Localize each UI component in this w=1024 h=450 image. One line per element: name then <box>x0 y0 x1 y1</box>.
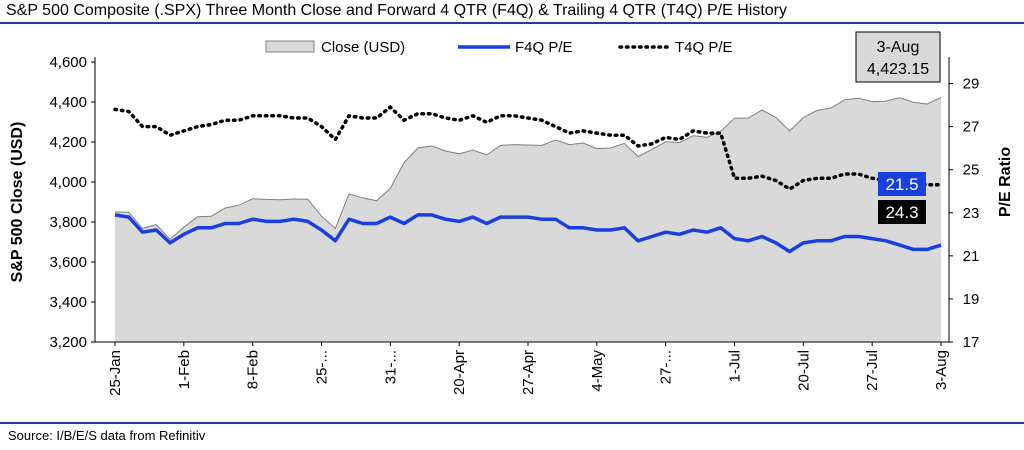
x-tick-label: 31-... <box>382 350 399 384</box>
x-tick-label: 27-... <box>658 350 675 384</box>
right-tick-label: 29 <box>963 76 980 93</box>
callout-value: 4,423.15 <box>867 61 929 78</box>
legend-f4q-label: F4Q P/E <box>515 39 573 56</box>
legend-close-swatch <box>265 40 315 53</box>
source-note: Source: I/B/E/S data from Refinitiv <box>8 428 206 443</box>
left-axis-title: S&P 500 Close (USD) <box>9 122 26 283</box>
left-tick-label: 4,400 <box>49 94 87 111</box>
right-axis-title: P/E Ratio <box>997 147 1014 217</box>
t4q-end-label-box <box>878 200 926 224</box>
right-tick-label: 17 <box>963 334 980 351</box>
right-tick-label: 25 <box>963 162 980 179</box>
left-tick-label: 4,600 <box>49 54 87 71</box>
bottom-rule <box>0 422 1024 424</box>
left-tick-label: 3,400 <box>49 294 87 311</box>
x-tick-label: 25-Jan <box>107 350 124 396</box>
left-tick-label: 3,200 <box>49 334 87 351</box>
t4q-line <box>113 104 943 192</box>
x-tick-label: 27-Jul <box>864 350 881 391</box>
x-tick-label: 25-... <box>314 350 331 384</box>
callout-date: 3-Aug <box>877 39 920 56</box>
right-tick-label: 23 <box>963 205 980 222</box>
right-tick-label: 27 <box>963 119 980 136</box>
t4q-end-label: 24.3 <box>885 203 918 222</box>
legend-close-label: Close (USD) <box>321 39 405 56</box>
callout-box <box>855 31 941 83</box>
chart: 3,200 3,400 3,600 3,800 4,000 4,200 4,400 4,600… <box>9 31 1014 396</box>
left-tick-label: 4,000 <box>49 174 87 191</box>
x-tick-label: 1-Jul <box>727 350 744 383</box>
left-tick-label: 3,600 <box>49 254 87 271</box>
x-tick-label: 20-Jul <box>795 350 812 391</box>
top-rule <box>0 22 1024 24</box>
close-area-layer <box>114 96 942 343</box>
pe-lines-layer <box>113 104 943 254</box>
f4q-line <box>114 213 942 254</box>
f4q-end-label-box <box>878 172 926 196</box>
x-tick-label: 4-May <box>589 350 606 392</box>
x-tick-label: 1-Feb <box>176 350 193 389</box>
f4q-end-label: 21.5 <box>885 175 918 194</box>
x-tick-label: 3-Aug <box>933 350 950 390</box>
legend-t4q-label: T4Q P/E <box>675 39 733 56</box>
chart-title: S&P 500 Composite (.SPX) Three Month Clo… <box>6 2 787 19</box>
axes: 3,200 3,400 3,600 3,800 4,000 4,200 4,400 4,600… <box>9 54 1014 396</box>
close-area-outline <box>114 96 942 240</box>
x-tick-label: 27-Apr <box>520 350 537 395</box>
right-tick-label: 19 <box>963 291 980 308</box>
close-area <box>115 97 941 343</box>
x-tick-label: 20-Apr <box>451 350 468 395</box>
labels-layer: 21.5 24.3 3-Aug 4,423.15 <box>855 31 941 224</box>
x-tick-label: 8-Feb <box>245 350 262 389</box>
left-tick-label: 4,200 <box>49 134 87 151</box>
legend: Close (USD) F4Q P/E T4Q P/E <box>265 39 733 56</box>
left-tick-label: 3,800 <box>49 214 87 231</box>
right-tick-label: 21 <box>963 248 980 265</box>
